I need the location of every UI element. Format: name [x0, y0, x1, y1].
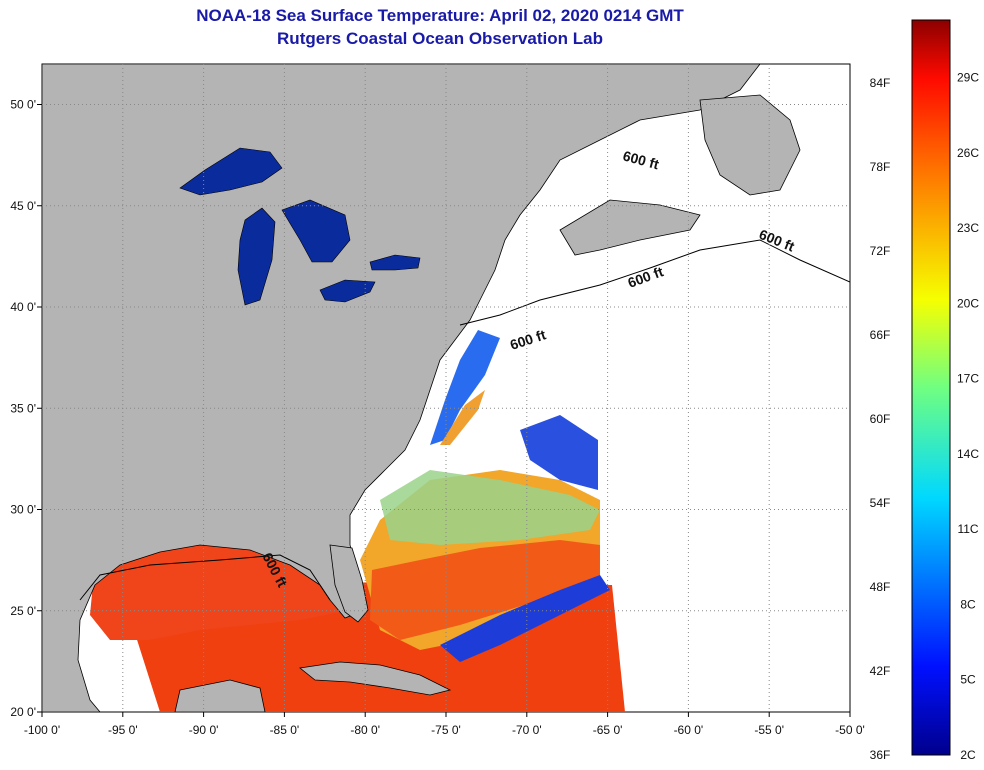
sst-mid-atlantic-shelf: [430, 330, 500, 445]
land-florida: [329, 544, 369, 623]
colorbar-c-label: 17C: [957, 372, 979, 386]
sst-mixed-zone: [380, 470, 600, 545]
lake-erie: [319, 279, 376, 303]
colorbar-c-label: 5C: [960, 673, 976, 687]
sst-cold-patch-east: [520, 415, 598, 490]
colorbar-c-label: 2C: [960, 748, 976, 762]
sst-shelf-front: [440, 390, 485, 445]
colorbar-c-label: 8C: [960, 597, 976, 611]
colorbar-c-label: 23C: [957, 221, 979, 235]
lon-tick-label: -55 0': [754, 723, 784, 737]
lon-tick-label: -95 0': [108, 723, 138, 737]
lat-tick-label: 25 0': [10, 604, 36, 618]
lon-tick-label: -50 0': [835, 723, 865, 737]
sst-gulf-stream-core: [370, 540, 600, 640]
colorbar-f-label: 78F: [870, 160, 891, 174]
lat-tick-label: 50 0': [10, 98, 36, 112]
lon-tick-label: -65 0': [593, 723, 623, 737]
isobath-600ft-gulf: [79, 554, 331, 601]
land-cuba: [299, 661, 452, 696]
map-layers: [42, 64, 850, 712]
map-title: NOAA-18 Sea Surface Temperature: April 0…: [196, 6, 684, 25]
lat-tick-label: 40 0': [10, 300, 36, 314]
colorbar-c-label: 11C: [957, 522, 978, 536]
colorbar-fahrenheit-labels: 84F 78F 72F 66F 60F 54F 48F 42F 36F: [870, 76, 891, 762]
lon-tick-label: -70 0': [512, 723, 542, 737]
latitude-labels: 20 0' 25 0' 30 0' 35 0' 40 0' 45 0' 50 0': [10, 98, 42, 719]
lon-tick-label: -85 0': [270, 723, 300, 737]
colorbar: [911, 19, 951, 756]
lat-tick-label: 20 0': [10, 705, 36, 719]
lon-tick-label: -80 0': [350, 723, 380, 737]
lat-tick-label: 30 0': [10, 503, 36, 517]
colorbar-c-label: 20C: [957, 296, 979, 310]
graticule: [42, 64, 850, 712]
lat-tick-label: 35 0': [10, 401, 36, 415]
land-north-america: [42, 64, 761, 712]
colorbar-f-label: 48F: [870, 580, 891, 594]
lon-tick-label: -60 0': [674, 723, 704, 737]
isobath-600ft-north: [459, 239, 850, 326]
colorbar-c-label: 26C: [957, 146, 979, 160]
lon-tick-label: -90 0': [189, 723, 219, 737]
lake-ontario: [369, 254, 421, 271]
map-subtitle: Rutgers Coastal Ocean Observation Lab: [277, 29, 603, 48]
lon-tick-label: -75 0': [431, 723, 461, 737]
sst-cold-patch-south: [440, 575, 610, 662]
land-nova-scotia: [559, 199, 701, 256]
colorbar-f-label: 54F: [870, 496, 891, 510]
land-yucatan: [174, 679, 266, 712]
lake-michigan: [237, 207, 276, 306]
colorbar-c-label: 14C: [957, 447, 979, 461]
colorbar-f-label: 36F: [870, 748, 891, 762]
colorbar-f-label: 84F: [870, 76, 891, 90]
lake-huron: [281, 199, 351, 263]
lon-tick-label: -100 0': [24, 723, 60, 737]
colorbar-f-label: 42F: [870, 664, 891, 678]
colorbar-f-label: 72F: [870, 244, 891, 258]
lat-tick-label: 45 0': [10, 199, 36, 213]
longitude-labels: -100 0' -95 0' -90 0' -85 0' -80 0' -75 0' -70…: [24, 712, 865, 737]
lake-superior: [179, 147, 283, 196]
land-newfoundland: [699, 94, 801, 196]
colorbar-f-label: 66F: [870, 328, 891, 342]
colorbar-f-label: 60F: [870, 412, 891, 426]
colorbar-c-label: 29C: [957, 71, 979, 85]
colorbar-celsius-labels: 29C 26C 23C 20C 17C 14C 11C 8C 5C 2C: [957, 71, 979, 762]
